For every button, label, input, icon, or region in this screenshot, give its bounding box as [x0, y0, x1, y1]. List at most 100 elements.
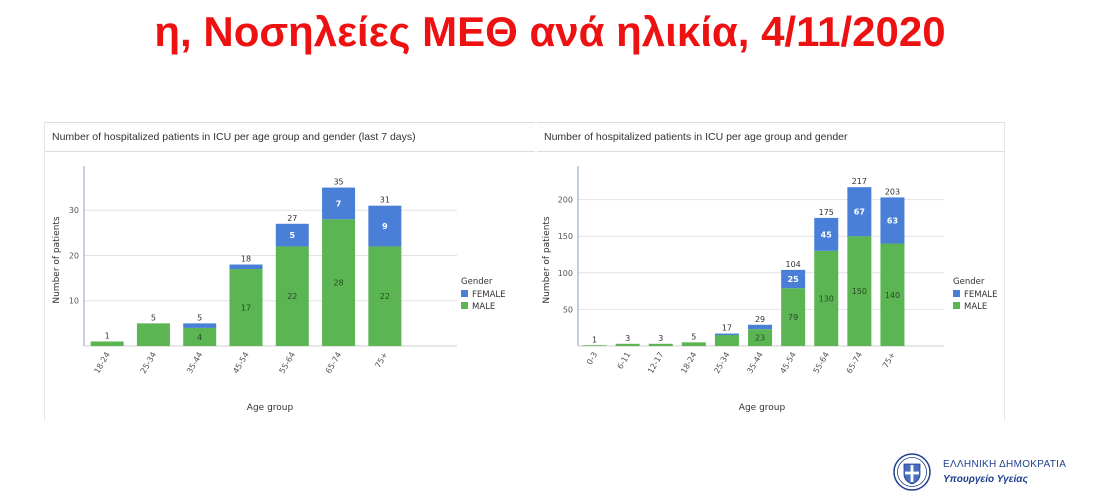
y-tick-label: 100: [558, 269, 573, 278]
legend-title: Gender: [953, 277, 985, 287]
bar-male-label: 23: [755, 334, 765, 343]
bar-female: [748, 324, 773, 330]
x-tick-label: 55-64: [812, 351, 831, 376]
bar-female-label: 25: [788, 275, 800, 284]
bar-total-label: 1: [105, 331, 110, 340]
x-tick-label: 65-74: [324, 351, 343, 376]
bar-male: [322, 219, 356, 346]
x-tick-label: 18-24: [92, 351, 111, 376]
x-tick-label: 25-34: [712, 351, 731, 376]
x-tick-label: 55-64: [278, 351, 297, 376]
logo-text-republic: ΕΛΛΗΝΙΚΗ ΔΗΜΟΚΡΑΤΙΑ: [943, 459, 1067, 470]
bar-female-label: 7: [336, 199, 342, 208]
bar-male: [714, 335, 739, 346]
x-tick-label: 0-3: [585, 351, 599, 367]
bar-male: [880, 243, 905, 346]
bar-male: [781, 288, 806, 346]
legend-label-male: MALE: [472, 302, 495, 312]
chart-title: Number of hospitalized patients in ICU p…: [537, 123, 1004, 152]
bar-total-label: 203: [885, 187, 900, 196]
legend-swatch-female: [461, 290, 468, 297]
x-tick-label: 65-74: [845, 351, 864, 376]
bar-total-label: 17: [722, 324, 732, 333]
legend-title: Gender: [461, 277, 493, 287]
bar-male: [136, 323, 170, 346]
bar-total-label: 5: [151, 313, 156, 322]
bar-female: [847, 187, 872, 237]
x-tick-label: 35-44: [185, 351, 204, 376]
x-tick-label: 6-11: [616, 351, 633, 371]
bar-female: [714, 333, 739, 336]
x-tick-label: 35-44: [745, 351, 764, 376]
y-tick-label: 50: [563, 305, 573, 314]
bar-total-label: 175: [819, 208, 834, 217]
bar-male: [814, 250, 839, 346]
bar-total-label: 104: [786, 260, 801, 269]
x-axis-title: Age group: [247, 403, 294, 413]
x-tick-label: 45-54: [231, 351, 250, 376]
x-tick-label: 75+: [373, 351, 389, 370]
bar-total-label: 3: [658, 334, 663, 343]
greek-emblem-logo: [893, 453, 931, 491]
bar-female: [322, 187, 356, 220]
bar-female-label: 45: [821, 230, 833, 239]
bar-female: [275, 223, 309, 247]
legend-label-male: MALE: [964, 302, 987, 312]
y-axis-title: Number of patients: [542, 216, 552, 304]
bar-male: [368, 246, 402, 346]
bar-male: [275, 246, 309, 346]
bar-female: [880, 197, 905, 244]
bar-total-label: 35: [333, 178, 343, 187]
bar-total-label: 29: [755, 315, 765, 324]
bar-male-label: 28: [333, 279, 343, 288]
bar-total-label: 31: [380, 196, 390, 205]
y-tick-label: 10: [69, 297, 79, 306]
bar-male-label: 150: [852, 287, 867, 296]
bar-male-label: 140: [885, 291, 900, 300]
x-tick-label: 45-54: [778, 351, 797, 376]
bar-male: [183, 327, 217, 346]
y-tick-label: 150: [558, 232, 573, 241]
bar-total-label: 5: [691, 332, 696, 341]
bar-male: [90, 341, 124, 346]
bar-male: [648, 343, 673, 346]
bar-female-label: 63: [887, 216, 898, 225]
y-tick-label: 30: [69, 206, 79, 215]
bar-male: [582, 345, 607, 346]
x-tick-label: 75+: [881, 351, 897, 370]
icu-chart-last-7-days: 102030118-24525-345435-44181745-54272255…: [52, 166, 506, 413]
bar-male: [681, 342, 706, 346]
bar-male: [748, 329, 773, 346]
page-title: η, Νοσηλείες ΜΕΘ ανά ηλικία, 4/11/2020: [154, 8, 946, 55]
bar-male: [615, 343, 640, 346]
bar-female-label: 9: [382, 222, 388, 231]
bar-female: [183, 323, 217, 328]
bar-total-label: 1: [592, 335, 597, 344]
chart-title: Number of hospitalized patients in ICU p…: [45, 123, 535, 152]
x-tick-label: 12-17: [646, 351, 665, 376]
bar-female-label: 67: [854, 208, 865, 217]
bar-male-label: 130: [819, 294, 834, 303]
chart-panel-total: Number of hospitalized patients in ICU p…: [537, 122, 1005, 421]
bar-male-label: 17: [241, 304, 251, 313]
bar-male: [847, 236, 872, 346]
bar-total-label: 18: [241, 255, 251, 264]
legend-label-female: FEMALE: [472, 290, 506, 300]
bar-total-label: 27: [287, 214, 297, 223]
bar-female: [368, 205, 402, 247]
x-tick-label: 18-24: [679, 351, 698, 376]
chart-panel-last-7-days: Number of hospitalized patients in ICU p…: [44, 122, 535, 421]
bar-female-label: 5: [289, 231, 295, 240]
bar-total-label: 217: [852, 177, 867, 186]
bar-male-label: 22: [380, 292, 390, 301]
logo-text-ministry: Υπουργείο Υγείας: [943, 474, 1028, 485]
y-tick-label: 20: [69, 251, 79, 260]
x-tick-label: 25-34: [139, 351, 158, 376]
legend-swatch-male: [953, 302, 960, 309]
bar-female: [781, 269, 806, 289]
icu-chart-total: 50 100 150 200 1 0-3 3 6-11 3 12-17 5 18-24 17 25-34 2…: [542, 166, 998, 413]
bar-female: [814, 217, 839, 251]
bar-total-label: 3: [625, 334, 630, 343]
legend-swatch-male: [461, 302, 468, 309]
bar-male: [229, 269, 263, 346]
